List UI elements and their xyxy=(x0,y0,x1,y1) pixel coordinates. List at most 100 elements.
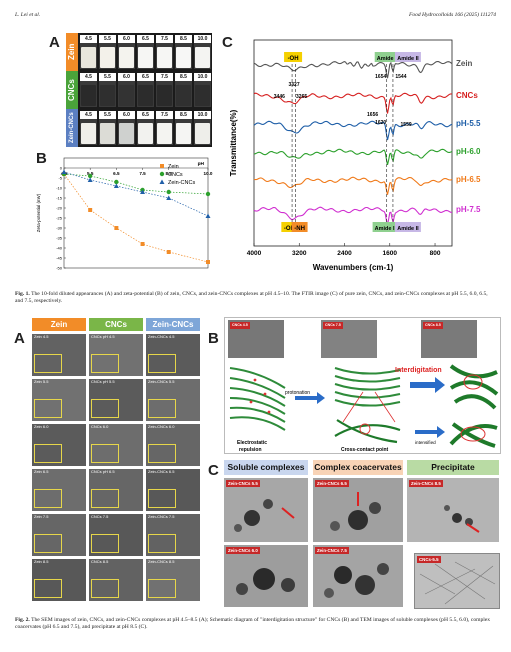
sem-image: Zein-CNCs 8.5 xyxy=(146,559,200,601)
zeta-point xyxy=(166,250,171,254)
zeta-point xyxy=(205,191,211,197)
protonation-label: protonation xyxy=(285,390,310,396)
fig1-caption-label: Fig. 1. xyxy=(15,291,30,297)
ftir-y-axis-label: Transmittance(%) xyxy=(229,109,238,176)
sem-image-label: Zein 6.0 xyxy=(34,424,49,429)
amide2-box-bottom xyxy=(394,222,421,232)
ftir-series-label: CNCs xyxy=(456,91,478,100)
fig2-panel-a-letter: A xyxy=(14,330,25,347)
zeta-y-tick-label: -40 xyxy=(56,246,63,251)
vial: 7.5 xyxy=(156,111,173,145)
zeta-point xyxy=(140,189,146,194)
sem-image: CNCs 6.0 xyxy=(89,424,143,466)
sem-image-label: CNCs 8.5 xyxy=(91,559,109,564)
peak-1544: 1544 xyxy=(395,74,406,80)
peak-3327: 3327 xyxy=(289,82,300,88)
sem-image: Zein-CNCs 6.5 xyxy=(146,469,200,511)
vial: 8.5 xyxy=(175,111,192,145)
zeta-legend-marker xyxy=(159,179,165,184)
sem-image-label: Zein-CNCs 8.5 xyxy=(148,559,175,564)
ftir-x-tick-label: 2400 xyxy=(337,250,352,257)
ftir-x-tick-label: 1600 xyxy=(383,250,398,257)
intensified-label: intensified xyxy=(415,440,436,445)
amide2-label-top: Amide II xyxy=(397,56,419,62)
fig2-panel-c-letter: C xyxy=(208,462,219,479)
sem-image: Zein 5.5 xyxy=(32,379,86,421)
ftir-x-tick-label: 3200 xyxy=(292,250,307,257)
zeta-point xyxy=(140,242,145,246)
vial-ph-label: 6.0 xyxy=(118,73,135,81)
vial-liquid xyxy=(157,123,172,144)
sem-image-label: Zein-CNCs 6.5 xyxy=(148,469,175,474)
oh-label-bottom: -OH xyxy=(284,226,295,232)
vial-liquid xyxy=(176,47,191,68)
vial-ph-label: 6.5 xyxy=(137,111,154,119)
zeta-x-tick-label: 6.5 xyxy=(113,171,120,176)
sem-image-label: Zein 5.5 xyxy=(34,379,49,384)
running-header-authors: L. Lei et al. xyxy=(15,12,41,18)
vial-liquid xyxy=(195,47,210,68)
ftir-spectrum-line xyxy=(253,148,453,166)
fig1-panel-b-letter: B xyxy=(36,150,47,167)
vial-ph-label: 4.5 xyxy=(80,35,97,43)
zeta-x-tick-label: 8.5 xyxy=(166,171,173,176)
precipitate-title: Precipitate xyxy=(407,460,499,475)
zeta-y-axis-label: Zeta-potential (mV) xyxy=(36,193,41,232)
oh-box-top xyxy=(284,52,303,62)
zeta-point xyxy=(87,177,93,182)
fig1-caption: Fig. 1. The 10-fold diluted appearances … xyxy=(15,291,497,306)
vial: 7.5 xyxy=(156,73,173,107)
zeta-y-tick-label: -25 xyxy=(56,216,63,221)
sem-image: Zein-CNCs 4.5 xyxy=(146,334,200,376)
peak-3446: 3446 xyxy=(274,94,285,100)
sem-image-label: CNCs pH 5.5 xyxy=(91,379,115,384)
amide1-label-top: Amide I xyxy=(377,56,397,62)
vial-ph-label: 6.5 xyxy=(137,73,154,81)
amide2-box-top xyxy=(394,52,421,62)
zeta-plot-frame xyxy=(63,157,209,269)
fig1-panel-c-letter: C xyxy=(222,34,233,51)
zeta-y-tick-label: -35 xyxy=(56,236,63,241)
sem-image: Zein 4.5 xyxy=(32,334,86,376)
sem-image: Zein 7.5 xyxy=(32,514,86,556)
cross-contact-label: Cross-contact point xyxy=(341,447,389,453)
sem-image-label: CNCs 7.5 xyxy=(91,514,109,519)
zeta-y-tick-label: 0 xyxy=(60,166,63,171)
vial-ph-label: 7.5 xyxy=(156,73,173,81)
vial-liquid xyxy=(138,47,153,68)
peak-1654: 1654 xyxy=(375,74,386,80)
vial-liquid xyxy=(100,123,115,144)
zeta-point xyxy=(87,173,93,179)
sem-image: Zein 6.5 xyxy=(32,469,86,511)
vial-liquid xyxy=(138,85,153,106)
vial-liquid xyxy=(195,85,210,106)
fig2-panel-b-letter: B xyxy=(208,330,219,347)
vial-row-cncs-tag: CNCs xyxy=(66,71,78,109)
oh-box-bottom xyxy=(281,222,298,232)
zeta-x-tick-label: 7.5 xyxy=(139,171,146,176)
ftir-x-axis-label: Wavenumbers (cm-1) xyxy=(313,263,394,272)
ftir-spectrum-line xyxy=(253,176,453,195)
sem-image-label: CNCs 6.0 xyxy=(91,424,109,429)
zeta-potential-chart: 0-5-10-15-20-25-30-35-40-45-504.55.56.57… xyxy=(36,157,213,271)
vial-ph-label: 6.5 xyxy=(137,35,154,43)
vial-ph-label: 7.5 xyxy=(156,35,173,43)
nh-label-bottom: -NH xyxy=(294,226,305,232)
vial-row-zein-cncs-tag: Zein-CNCs xyxy=(66,109,78,147)
zeta-x-tick-label: 10.0 xyxy=(204,171,213,176)
zeta-point xyxy=(206,260,210,264)
schematic-drawing: protonation Interdigitation Electrostati… xyxy=(229,364,499,453)
vial-ph-label: 5.5 xyxy=(99,111,116,119)
amide2-label-bottom: Amide II xyxy=(397,226,419,232)
zeta-series-line xyxy=(63,173,209,263)
zeta-y-tick-label: -45 xyxy=(56,256,63,261)
sem-image-label: CNCs pH 6.5 xyxy=(91,469,115,474)
sem-image: Zein 6.0 xyxy=(32,424,86,466)
zeta-x-tick-label: 5.5 xyxy=(87,171,94,176)
ftir-series-label: Zein xyxy=(456,59,473,68)
vial-ph-label: 8.5 xyxy=(175,35,192,43)
vial-ph-label: 10.0 xyxy=(194,73,211,81)
ftir-series-label: pH-5.5 xyxy=(456,119,481,128)
vial-ph-label: 5.5 xyxy=(99,73,116,81)
sem-image: CNCs 8.5 xyxy=(89,559,143,601)
